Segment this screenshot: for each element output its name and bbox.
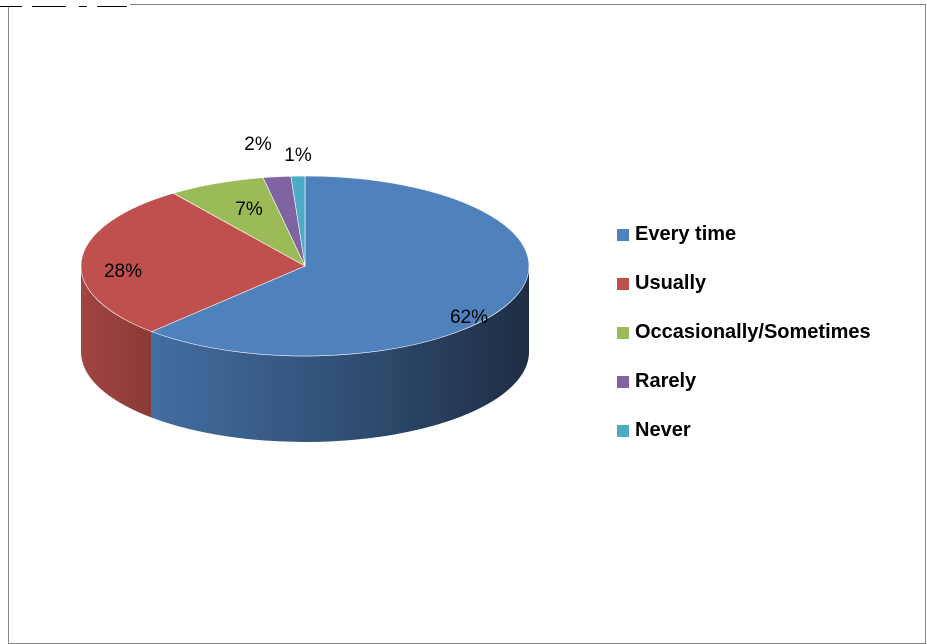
legend-label: Occasionally/Sometimes (635, 321, 871, 343)
pie-sides (81, 266, 530, 443)
legend-label: Every time (635, 223, 737, 245)
pie-side-every-time (151, 266, 530, 443)
chart-legend: Every time Usually Occasionally/Sometimes R… (617, 210, 871, 455)
legend-item-never: Never (617, 406, 871, 455)
legend-item-usually: Usually (617, 259, 871, 308)
data-label-every-time: 62% (450, 307, 488, 328)
legend-item-occasionally-sometimes: Occasionally/Sometimes (617, 308, 871, 357)
legend-swatch (617, 277, 629, 290)
pie-slice-usually (80, 192, 306, 332)
data-label-rarely: 2% (244, 134, 272, 155)
pie-slice-never (290, 175, 306, 267)
pie-side-usually (81, 266, 152, 418)
legend-label: Never (635, 419, 691, 441)
legend-swatch (617, 424, 629, 437)
data-label-never: 1% (284, 145, 312, 166)
title-fragment (0, 0, 130, 7)
data-label-usually: 28% (104, 261, 142, 282)
pie-chart: 62% 28% 7% 2% 1% (80, 134, 530, 443)
pie-slice-every-time (150, 175, 530, 357)
legend-swatch (617, 375, 629, 388)
legend-swatch (617, 228, 629, 241)
legend-item-rarely: Rarely (617, 357, 871, 406)
data-label-occasionally-sometimes: 7% (235, 199, 263, 220)
legend-label: Rarely (635, 370, 697, 392)
data-labels: 62% 28% 7% 2% 1% (104, 134, 488, 328)
legend-item-every-time: Every time (617, 210, 871, 259)
legend-label: Usually (635, 272, 707, 294)
legend-swatch (617, 326, 629, 339)
pie-tops (80, 175, 530, 357)
